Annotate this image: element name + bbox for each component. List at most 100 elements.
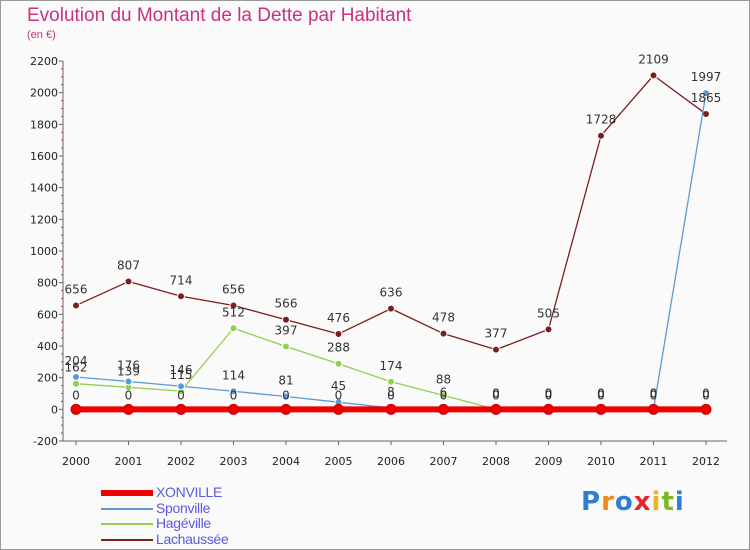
y-tick-label: 400 bbox=[37, 340, 58, 353]
y-tick-label: 1200 bbox=[30, 213, 58, 226]
data-point-hagéville bbox=[229, 324, 238, 333]
data-point-xonville bbox=[70, 403, 82, 415]
data-label-lachaussée: 476 bbox=[327, 311, 350, 325]
x-tick-label: 2009 bbox=[535, 455, 563, 468]
data-label-sponville: 114 bbox=[222, 368, 245, 382]
legend-swatch bbox=[101, 523, 153, 525]
data-label-sponville: 204 bbox=[65, 354, 88, 368]
data-label-xonville: 0 bbox=[702, 388, 710, 402]
legend-label: Hagéville bbox=[156, 515, 211, 531]
data-point-hagéville bbox=[282, 342, 290, 351]
data-point-xonville bbox=[595, 403, 607, 415]
data-point-lachaussée bbox=[492, 345, 500, 354]
y-tick-label: 1400 bbox=[30, 182, 58, 195]
data-point-sponville bbox=[177, 382, 185, 391]
data-point-lachaussée bbox=[124, 277, 133, 286]
legend-label: Sponville bbox=[156, 499, 211, 516]
x-tick-label: 2003 bbox=[220, 455, 248, 468]
data-point-sponville bbox=[702, 89, 710, 98]
data-point-lachaussée bbox=[282, 315, 290, 324]
proxiti-logo: Proxiti bbox=[581, 487, 685, 517]
data-label-hagéville: 88 bbox=[436, 372, 451, 386]
data-label-hagéville: 174 bbox=[380, 359, 403, 373]
x-tick-label: 2004 bbox=[272, 455, 300, 468]
data-label-hagéville: 0 bbox=[650, 386, 658, 400]
data-label-lachaussée: 377 bbox=[485, 327, 508, 341]
data-label-lachaussée: 1728 bbox=[586, 113, 617, 127]
data-label-xonville: 0 bbox=[492, 388, 500, 402]
legend-label: XONVILLE bbox=[156, 484, 223, 500]
data-point-lachaussée bbox=[544, 325, 553, 334]
data-label-lachaussée: 566 bbox=[275, 297, 298, 311]
y-tick-label: 800 bbox=[37, 277, 58, 290]
data-label-hagéville: 0 bbox=[597, 386, 605, 400]
data-label-lachaussée: 1865 bbox=[691, 91, 722, 105]
data-label-lachaussée: 636 bbox=[380, 286, 403, 300]
data-label-xonville: 0 bbox=[650, 388, 658, 402]
data-point-xonville bbox=[648, 403, 659, 415]
data-label-hagéville: 512 bbox=[222, 305, 245, 319]
x-tick-label: 2008 bbox=[482, 455, 510, 468]
data-point-xonville bbox=[228, 403, 239, 415]
x-tick-label: 2007 bbox=[430, 455, 458, 468]
data-point-hagéville bbox=[72, 379, 80, 388]
data-point-sponville bbox=[229, 387, 238, 396]
data-point-lachaussée bbox=[72, 301, 80, 310]
data-label-lachaussée: 656 bbox=[222, 282, 245, 296]
logo-letter: i bbox=[651, 487, 662, 517]
data-point-lachaussée bbox=[177, 292, 185, 301]
data-label-lachaussée: 656 bbox=[65, 282, 88, 296]
x-tick-label: 2010 bbox=[587, 455, 615, 468]
logo-letter: o bbox=[614, 487, 634, 517]
data-point-lachaussée bbox=[387, 304, 395, 313]
legend-swatch bbox=[101, 490, 153, 496]
data-point-hagéville bbox=[334, 359, 343, 368]
data-point-lachaussée bbox=[229, 301, 238, 310]
y-tick-label: 600 bbox=[37, 308, 58, 321]
data-label-hagéville: 0 bbox=[545, 386, 553, 400]
data-label-lachaussée: 807 bbox=[117, 259, 140, 273]
data-label-lachaussée: 714 bbox=[170, 273, 193, 287]
y-tick-label: -200 bbox=[33, 435, 58, 448]
data-label-sponville: 146 bbox=[170, 363, 193, 377]
data-label-hagéville: 397 bbox=[275, 323, 298, 337]
data-point-xonville bbox=[700, 403, 712, 415]
data-point-xonville bbox=[385, 403, 397, 415]
data-label-sponville: 8 bbox=[387, 385, 395, 399]
data-label-lachaussée: 478 bbox=[432, 311, 455, 325]
data-label-sponville: 45 bbox=[331, 379, 346, 393]
data-label-xonville: 0 bbox=[440, 388, 448, 402]
data-label-hagéville: 0 bbox=[702, 386, 710, 400]
data-point-sponville bbox=[124, 377, 133, 386]
logo-letter: P bbox=[581, 487, 602, 517]
data-point-xonville bbox=[438, 403, 449, 415]
data-label-sponville: 0 bbox=[597, 386, 605, 400]
x-tick-label: 2006 bbox=[377, 455, 405, 468]
chart-title: Evolution du Montant de la Dette par Hab… bbox=[27, 5, 412, 26]
data-label-xonville: 0 bbox=[597, 388, 605, 402]
x-tick-label: 2012 bbox=[692, 455, 720, 468]
data-label-xonville: 0 bbox=[282, 388, 290, 402]
legend-swatch bbox=[101, 538, 153, 541]
data-label-sponville: 6 bbox=[440, 385, 448, 399]
data-point-xonville bbox=[123, 403, 134, 415]
data-point-sponville bbox=[72, 373, 80, 382]
data-label-hagéville: 162 bbox=[65, 361, 88, 375]
chart-subtitle: (en €) bbox=[27, 29, 56, 41]
logo-letter: r bbox=[601, 487, 615, 517]
data-label-sponville: 176 bbox=[117, 358, 140, 372]
data-label-xonville: 0 bbox=[545, 388, 553, 402]
data-label-hagéville: 0 bbox=[492, 386, 500, 400]
data-point-xonville bbox=[490, 403, 502, 415]
y-tick-label: 1000 bbox=[30, 245, 58, 258]
y-tick-label: 0 bbox=[51, 403, 58, 416]
data-point-hagéville bbox=[387, 377, 395, 386]
data-label-hagéville: 115 bbox=[170, 368, 193, 382]
data-point-hagéville bbox=[439, 391, 448, 400]
x-tick-label: 2002 bbox=[167, 455, 195, 468]
logo-letter: i bbox=[674, 487, 685, 517]
data-label-hagéville: 139 bbox=[117, 364, 140, 378]
y-tick-label: 1600 bbox=[30, 150, 58, 163]
